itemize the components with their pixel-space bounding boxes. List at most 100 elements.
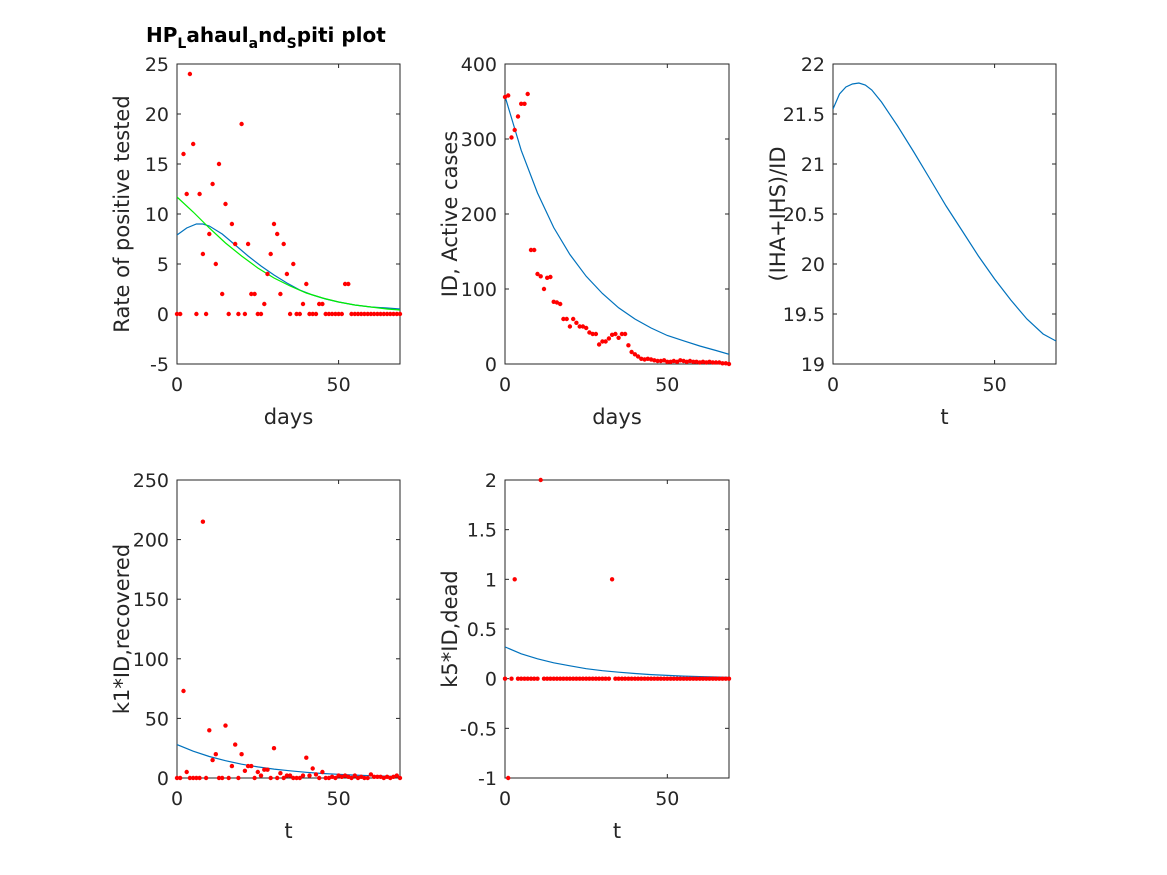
data-point [200, 519, 206, 524]
data-point [213, 752, 218, 757]
data-point [635, 354, 641, 359]
y-tick-label: -1 [478, 768, 497, 790]
data-point [697, 676, 702, 681]
y-tick-label: 0 [485, 669, 497, 691]
data-point [184, 769, 189, 775]
data-point [564, 676, 569, 681]
data-point [580, 676, 586, 681]
y-tick-label: 250 [133, 470, 169, 492]
data-point [339, 311, 344, 317]
x-tick-label: 0 [499, 788, 511, 810]
data-point [233, 742, 238, 747]
y-tick-label: 22 [801, 54, 825, 76]
data-point [310, 766, 315, 771]
y-tick-label: 5 [157, 254, 169, 276]
data-point [378, 311, 383, 317]
data-point [284, 773, 290, 778]
data-point [368, 772, 374, 777]
data-point [258, 311, 264, 317]
title-part-mid1: ahaul [186, 23, 248, 47]
data-point [375, 774, 380, 779]
data-point [197, 775, 202, 781]
data-point [359, 311, 364, 317]
y-tick-label: 0.5 [467, 619, 497, 641]
data-point [694, 676, 699, 681]
data-point [658, 358, 663, 364]
data-point [632, 676, 638, 681]
x-tick-label: 0 [827, 374, 839, 396]
y-tick-label: 50 [145, 708, 169, 730]
data-point [554, 676, 560, 681]
data-point [655, 358, 660, 364]
data-point [291, 261, 296, 267]
data-point [603, 339, 608, 344]
data-point [362, 311, 367, 317]
data-point [313, 311, 319, 317]
data-point [561, 676, 566, 681]
subplot-iha-ihs-ratio: 19 19.5 20 20.5 21 21.5 22 0 50 t (IHA+IHS)/ID [766, 54, 1057, 429]
y-tick-label: 150 [133, 589, 169, 611]
title-part-sub1: L [177, 36, 186, 52]
data-point [391, 774, 396, 779]
data-point [532, 676, 537, 681]
x-tick-label: 0 [499, 374, 511, 396]
data-point [639, 676, 644, 681]
data-point [242, 311, 248, 317]
x-axis-label: days [264, 405, 314, 429]
data-point [541, 286, 547, 292]
data-point [606, 336, 612, 341]
y-tick-label: 20 [801, 254, 825, 276]
data-point [249, 763, 254, 769]
data-point [262, 301, 267, 307]
data-point [691, 359, 696, 364]
data-point [678, 676, 683, 681]
y-tick-label: 21.5 [783, 104, 825, 126]
data-point [509, 135, 514, 140]
fit-line [505, 96, 729, 355]
data-point [545, 676, 550, 681]
data-point [522, 101, 527, 107]
y-tick-label: 20.5 [783, 204, 825, 226]
data-point [365, 311, 370, 317]
data-point [717, 676, 722, 681]
axes-box-recovered [176, 479, 401, 779]
data-point [203, 775, 209, 781]
x-tick-label: 0 [171, 374, 183, 396]
data-point [210, 757, 215, 763]
fit-line [833, 82, 1056, 342]
data-point [262, 767, 267, 772]
y-tick-label: 2 [485, 470, 497, 492]
data-point [300, 301, 306, 307]
data-point [639, 356, 644, 361]
data-point [255, 311, 260, 317]
data-point [642, 676, 647, 681]
data-point [528, 676, 534, 681]
data-point [707, 676, 712, 681]
fit-line [505, 646, 729, 678]
data-point [291, 775, 296, 781]
data-point [528, 247, 534, 253]
data-point [326, 311, 332, 317]
data-point [506, 93, 511, 98]
data-point [216, 161, 222, 167]
data-point [381, 311, 386, 317]
data-point [541, 676, 547, 681]
data-point [268, 775, 273, 781]
data-point [187, 71, 193, 77]
y-tick-label: 21 [801, 154, 825, 176]
data-point [593, 676, 599, 681]
y-tick-label: -5 [150, 354, 169, 376]
data-point [268, 251, 273, 257]
data-point [242, 768, 248, 773]
subplot-dead: -1 -0.5 0 0.5 1 1.5 2 0 50 t k5*ID,dead [438, 470, 732, 843]
data-point [681, 676, 686, 681]
data-point [652, 676, 657, 681]
data-point [384, 311, 390, 317]
data-point [245, 241, 251, 247]
data-point [538, 274, 543, 279]
data-point [181, 688, 186, 694]
data-point [187, 775, 193, 781]
data-point [223, 201, 228, 207]
data-point [207, 231, 212, 237]
